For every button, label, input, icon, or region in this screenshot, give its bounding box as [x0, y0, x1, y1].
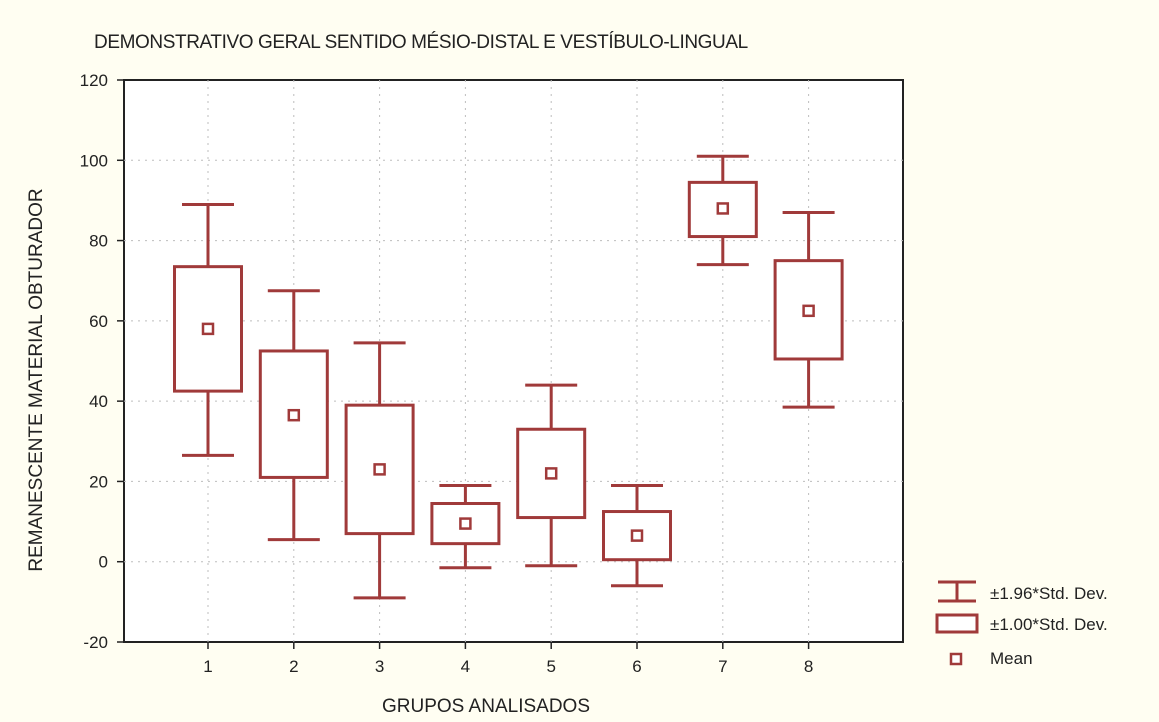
box-series	[173, 154, 844, 600]
box-group-2	[258, 289, 329, 542]
legend-whisker-label: ±1.96*Std. Dev.	[990, 584, 1108, 603]
plot-background	[123, 79, 904, 643]
x-tick-label: 3	[375, 657, 384, 676]
x-tick-label: 2	[289, 657, 298, 676]
mean-marker	[373, 463, 386, 476]
y-tick-label: 20	[89, 472, 108, 491]
legend-box-label: ±1.00*Std. Dev.	[990, 615, 1108, 634]
box-group-1	[173, 202, 243, 457]
box	[258, 349, 329, 479]
x-axis-ticks: 1 2 3 4 5 6 7 8	[203, 642, 813, 676]
legend: ±1.96*Std. Dev. ±1.00*Std. Dev. Mean	[935, 580, 1108, 668]
box	[430, 502, 501, 546]
chart-title: DEMONSTRATIVO GERAL SENTIDO MÉSIO-DISTAL…	[94, 32, 748, 53]
x-tick-label: 8	[804, 657, 813, 676]
box-group-3	[344, 341, 415, 600]
y-tick-label: 80	[89, 232, 108, 251]
mean-marker	[201, 322, 215, 336]
plot-area: -20 0 20 40 60 80 100 120 1 2 3 4 5 6 7 8	[80, 71, 904, 676]
x-tick-label: 7	[718, 657, 727, 676]
mean-marker	[716, 202, 730, 215]
box-group-7	[687, 154, 758, 267]
mean-marker	[287, 408, 301, 422]
legend-item-mean: Mean	[949, 649, 1033, 668]
box	[687, 180, 758, 239]
y-axis-ticks: -20 0 20 40 60 80 100 120	[80, 71, 124, 652]
y-tick-label: 100	[80, 151, 108, 170]
box-group-6	[602, 483, 672, 588]
y-tick-label: -20	[83, 633, 108, 652]
x-tick-label: 1	[203, 657, 212, 676]
y-tick-label: 120	[80, 71, 108, 90]
mean-marker	[544, 467, 558, 480]
x-tick-label: 5	[546, 657, 555, 676]
x-tick-label: 6	[632, 657, 641, 676]
y-tick-label: 0	[99, 553, 108, 572]
box-group-5	[516, 383, 587, 568]
y-axis-label: REMANESCENTE MATERIAL OBTURADOR	[26, 188, 47, 571]
y-tick-label: 60	[89, 312, 108, 331]
y-tick-label: 40	[89, 392, 108, 411]
legend-item-whisker: ±1.96*Std. Dev.	[938, 580, 1108, 603]
mean-marker	[630, 529, 644, 542]
legend-whisker-symbol	[938, 580, 976, 603]
x-axis-label: GRUPOS ANALISADOS	[382, 696, 590, 717]
legend-mean-label: Mean	[990, 649, 1033, 668]
legend-box-symbol	[935, 613, 979, 634]
mean-marker	[802, 304, 815, 318]
mean-marker	[459, 517, 472, 530]
legend-mean-symbol	[949, 652, 963, 666]
x-tick-label: 4	[461, 657, 470, 676]
legend-item-box: ±1.00*Std. Dev.	[935, 613, 1108, 634]
box-group-4	[430, 483, 501, 570]
box-group-8	[773, 210, 844, 409]
